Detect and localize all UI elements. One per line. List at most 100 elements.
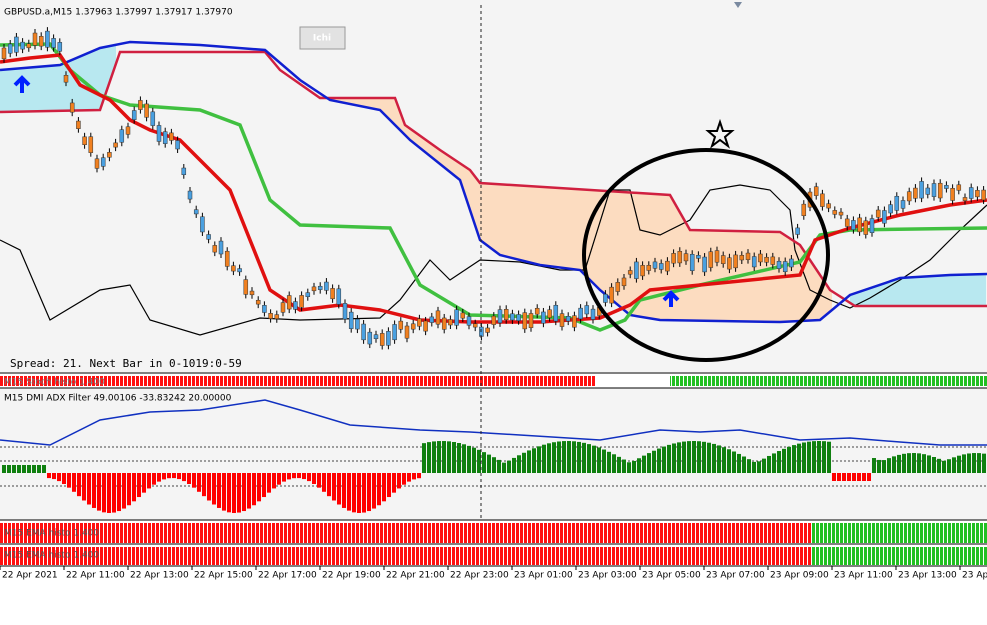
histogram-bar: [502, 462, 506, 473]
buy-arrow: [13, 75, 31, 93]
candle-body: [88, 136, 94, 153]
candle-body: [776, 260, 782, 269]
candle-body: [299, 295, 304, 308]
histogram-bar: [622, 459, 626, 473]
time-label: 23 Apr 03:00: [578, 571, 637, 581]
annotation-circle: [582, 148, 830, 362]
candle-body: [956, 184, 962, 191]
candle-body: [69, 102, 75, 113]
candle-body: [57, 42, 63, 52]
candle-body: [293, 301, 298, 310]
histogram-bar: [652, 450, 656, 473]
histogram-bar: [952, 457, 956, 473]
histogram-bar: [392, 473, 396, 493]
histogram-bar: [547, 443, 551, 473]
candle-body: [646, 265, 652, 271]
histogram-bar: [982, 453, 986, 473]
time-label: 22 Apr 13:00: [130, 571, 189, 581]
histogram-bar: [872, 458, 876, 473]
candle-body: [262, 305, 267, 313]
histogram-bar: [452, 442, 456, 473]
candle-body: [968, 187, 974, 199]
histogram-bar: [112, 473, 116, 513]
candle-body: [206, 234, 211, 240]
histogram-bar: [887, 458, 891, 473]
histogram-bar: [747, 459, 751, 473]
histogram-bar: [102, 473, 106, 513]
candle-body: [51, 38, 56, 48]
histogram-bar: [282, 473, 286, 482]
candle-body: [26, 43, 32, 49]
histogram-bar: [777, 451, 781, 473]
candle-body: [795, 227, 800, 235]
candle-body: [801, 203, 807, 217]
histogram-bar: [932, 456, 936, 473]
histogram-bar: [187, 473, 191, 485]
indicator-label: M15 DMI ADX Filter 49.00106 -33.83242 20…: [4, 394, 232, 404]
time-label: 22 Apr 15:00: [194, 571, 253, 581]
histogram-bar: [357, 473, 361, 513]
candle-body: [373, 334, 379, 340]
candle-body: [175, 140, 180, 150]
candle-body: [683, 253, 689, 262]
histogram-bar: [337, 473, 341, 505]
candle-body: [665, 260, 670, 272]
histogram-bar: [307, 473, 311, 482]
histogram-bar: [72, 473, 76, 492]
histogram-bar: [917, 453, 921, 473]
candle-body: [14, 36, 19, 53]
histogram-bar: [82, 473, 86, 501]
histogram-bar: [937, 458, 941, 473]
histogram-bar: [377, 473, 381, 506]
histogram-bar: [42, 465, 46, 473]
histogram-bar: [957, 455, 961, 473]
candle-body: [838, 211, 844, 216]
scroll-marker: [734, 2, 742, 8]
candle-body: [243, 279, 249, 295]
candle-body: [565, 316, 571, 322]
time-label: 22 Apr 2021: [2, 571, 58, 581]
candle-body: [708, 251, 714, 268]
ichi-button[interactable]: [299, 26, 346, 50]
indicator-label: M15 EMA histo 1.400: [4, 551, 99, 561]
histogram-bar: [847, 473, 851, 481]
ichi-button-label[interactable]: Ichi: [313, 34, 331, 44]
histogram-bar: [682, 441, 686, 473]
candle-body: [875, 209, 881, 218]
time-label: 22 Apr 23:00: [450, 571, 509, 581]
candle-body: [32, 32, 38, 46]
candle-body: [603, 293, 608, 303]
histogram-bar: [722, 447, 726, 473]
histogram-bar: [492, 457, 496, 473]
histogram-bar: [62, 473, 66, 485]
candle-body: [894, 195, 900, 211]
histogram-bar: [787, 446, 791, 473]
candle-body: [621, 277, 627, 287]
histogram-bar: [472, 447, 476, 473]
histogram-bar: [582, 442, 586, 473]
histogram-bar: [812, 441, 816, 473]
histogram-bar: [977, 453, 981, 473]
candle-body: [758, 253, 763, 263]
histogram-bar: [477, 449, 481, 473]
candle-body: [460, 312, 466, 319]
histogram-bar: [302, 473, 306, 480]
candle-body: [448, 319, 453, 326]
time-label: 23 Apr 05:00: [642, 571, 701, 581]
histogram-bar: [572, 441, 576, 473]
candle-body: [330, 288, 335, 300]
time-label: 23 Apr 13:00: [898, 571, 957, 581]
histogram-bar: [267, 473, 271, 493]
histogram-bar: [702, 441, 706, 473]
candle-body: [311, 286, 317, 292]
candle-body: [286, 295, 292, 310]
candle-body: [745, 252, 751, 260]
histogram-bar: [22, 465, 26, 473]
histogram-bar: [817, 441, 821, 473]
histogram-bar: [792, 445, 796, 473]
dmi-panel: [0, 388, 987, 520]
histogram-bar: [12, 465, 16, 473]
candle-body: [342, 303, 348, 320]
candle-body: [45, 30, 50, 48]
histogram-bar: [612, 454, 616, 473]
